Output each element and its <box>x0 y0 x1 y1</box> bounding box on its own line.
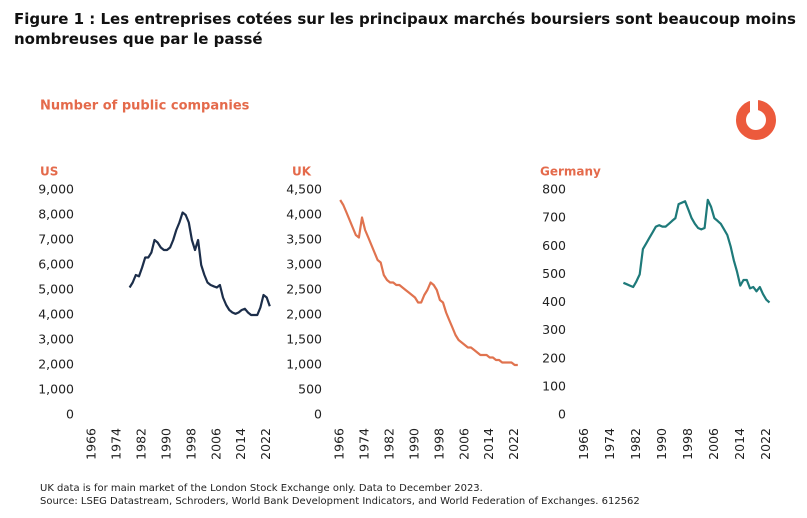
y-tick-label: 0 <box>314 407 322 422</box>
y-tick-label: 3,500 <box>286 232 322 247</box>
y-tick-label: 5,000 <box>38 282 74 297</box>
x-tick-label: 1998 <box>680 428 695 460</box>
x-tick-label: 1966 <box>84 428 99 460</box>
x-tick-label: 1966 <box>576 428 591 460</box>
x-tick-label: 1990 <box>158 428 173 460</box>
x-tick-label: 2022 <box>758 428 773 460</box>
y-tick-label: 8,000 <box>38 207 74 222</box>
x-tick-label: 1974 <box>602 428 617 460</box>
y-tick-label: 7,000 <box>38 232 74 247</box>
y-tick-label: 6,000 <box>38 257 74 272</box>
y-tick-label: 2,000 <box>38 357 74 372</box>
x-tick-label: 2014 <box>732 428 747 460</box>
x-tick-label: 2006 <box>456 428 471 460</box>
y-tick-label: 0 <box>558 407 566 422</box>
y-tick-label: 1,500 <box>286 332 322 347</box>
x-tick-label: 1974 <box>357 428 372 460</box>
x-tick-label: 1966 <box>332 428 347 460</box>
panel-title: UK <box>292 165 312 179</box>
y-tick-label: 1,000 <box>38 382 74 397</box>
y-tick-label: 300 <box>542 322 566 337</box>
x-tick-label: 2006 <box>706 428 721 460</box>
subtitle: Number of public companies <box>40 99 250 114</box>
x-tick-label: 2014 <box>233 428 248 460</box>
figure-title: Figure 1 : Les entreprises cotées sur le… <box>14 10 796 48</box>
logo-notch <box>750 98 758 112</box>
x-tick-label: 2014 <box>481 428 496 460</box>
y-tick-label: 1,000 <box>286 357 322 372</box>
y-tick-label: 600 <box>542 238 566 253</box>
data-line <box>339 199 518 367</box>
x-tick-label: 1982 <box>134 428 149 460</box>
footnote: UK data is for main market of the London… <box>40 483 483 494</box>
y-tick-label: 500 <box>542 266 566 281</box>
y-tick-label: 2,000 <box>286 307 322 322</box>
y-tick-label: 2,500 <box>286 282 322 297</box>
x-tick-label: 1982 <box>382 428 397 460</box>
source: Source: LSEG Datastream, Schroders, Worl… <box>40 496 640 507</box>
logo <box>736 98 776 140</box>
y-tick-label: 500 <box>298 382 322 397</box>
data-line <box>622 198 771 304</box>
x-tick-label: 1990 <box>406 428 421 460</box>
y-tick-label: 4,000 <box>38 307 74 322</box>
x-tick-label: 1998 <box>183 428 198 460</box>
x-tick-label: 2022 <box>506 428 521 460</box>
x-tick-label: 1974 <box>109 428 124 460</box>
x-tick-label: 1990 <box>654 428 669 460</box>
panel-title: US <box>40 165 58 179</box>
y-tick-label: 400 <box>542 294 566 309</box>
x-tick-label: 1998 <box>431 428 446 460</box>
y-tick-label: 800 <box>542 182 566 197</box>
y-tick-label: 700 <box>542 210 566 225</box>
y-tick-label: 9,000 <box>38 182 74 197</box>
y-tick-label: 100 <box>542 378 566 393</box>
y-tick-label: 3,000 <box>286 257 322 272</box>
y-tick-label: 0 <box>66 407 74 422</box>
y-tick-label: 4,000 <box>286 207 322 222</box>
y-tick-label: 4,500 <box>286 182 322 197</box>
x-tick-label: 2022 <box>258 428 273 460</box>
y-tick-label: 3,000 <box>38 332 74 347</box>
panel-title: Germany <box>540 165 601 179</box>
y-tick-label: 200 <box>542 350 566 365</box>
x-tick-label: 1982 <box>628 428 643 460</box>
x-tick-label: 2006 <box>208 428 223 460</box>
data-line <box>128 211 271 317</box>
